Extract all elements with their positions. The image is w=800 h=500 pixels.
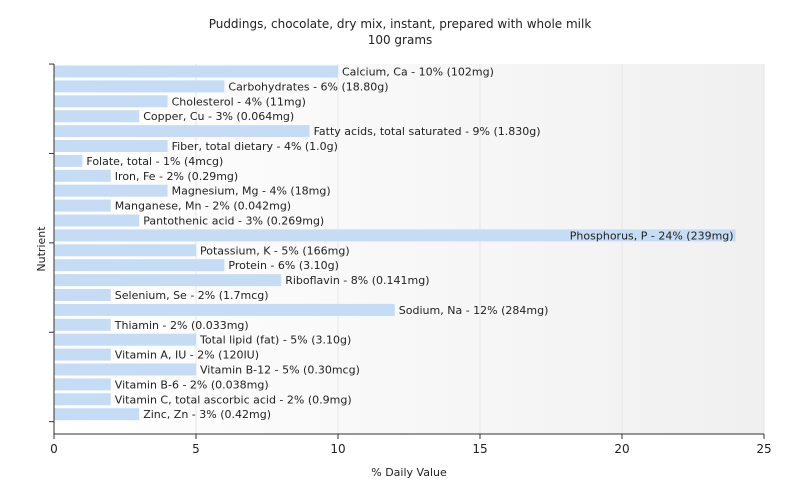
bars (54, 65, 736, 421)
y-axis-title: Nutrient (35, 226, 48, 272)
x-tick-labels: 0 5 10 15 20 25 (50, 442, 771, 456)
bar-label-14: Riboflavin - 8% (0.141mg) (285, 274, 429, 287)
bar-label-23: Zinc, Zn - 3% (0.42mg) (143, 408, 271, 421)
x-tick-label-1: 5 (192, 442, 200, 456)
bar-12 (54, 244, 196, 257)
bar-14 (54, 274, 282, 287)
bar-7 (54, 169, 111, 182)
bar-18 (54, 333, 196, 346)
bar-label-11: Phosphorus, P - 24% (239mg) (570, 229, 734, 242)
x-tick-label-4: 20 (614, 442, 629, 456)
x-axis-title: % Daily Value (371, 466, 447, 479)
bar-21 (54, 378, 111, 391)
x-tick-label-5: 25 (756, 442, 771, 456)
bar-16 (54, 303, 395, 316)
bar-6 (54, 154, 83, 167)
chart-title: Puddings, chocolate, dry mix, instant, p… (209, 17, 592, 31)
bar-label-15: Selenium, Se - 2% (1.7mcg) (115, 289, 269, 302)
bar-15 (54, 289, 111, 301)
bar-23 (54, 408, 140, 421)
x-tick-label-0: 0 (50, 442, 58, 456)
bar-label-8: Magnesium, Mg - 4% (18mg) (172, 185, 331, 198)
bar-label-7: Iron, Fe - 2% (0.29mg) (115, 170, 238, 183)
bar-label-1: Carbohydrates - 6% (18.80g) (228, 80, 388, 93)
bar-label-9: Manganese, Mn - 2% (0.042mg) (115, 200, 291, 213)
bar-label-6: Folate, total - 1% (4mcg) (86, 155, 223, 168)
bar-20 (54, 363, 196, 376)
x-tick-label-2: 10 (330, 442, 345, 456)
bar-label-4: Fatty acids, total saturated - 9% (1.830… (314, 125, 541, 138)
bar-4 (54, 125, 310, 138)
bar-5 (54, 140, 168, 152)
bar-label-13: Protein - 6% (3.10g) (228, 259, 339, 272)
bar-label-12: Potassium, K - 5% (166mg) (200, 244, 350, 257)
bar-label-16: Sodium, Na - 12% (284mg) (399, 304, 549, 317)
bar-8 (54, 184, 168, 197)
bar-label-2: Cholesterol - 4% (11mg) (172, 95, 306, 108)
bar-3 (54, 110, 140, 123)
bar-label-21: Vitamin B-6 - 2% (0.038mg) (115, 378, 269, 391)
bar-9 (54, 199, 111, 212)
bar-0 (54, 65, 338, 78)
x-tick-label-3: 15 (472, 442, 487, 456)
axes (49, 63, 765, 439)
bar-labels: Calcium, Ca - 10% (102mg)Carbohydrates -… (86, 66, 733, 422)
bar-1 (54, 80, 225, 93)
bar-label-10: Pantothenic acid - 3% (0.269mg) (143, 215, 324, 228)
bar-label-3: Copper, Cu - 3% (0.064mg) (143, 110, 294, 123)
bar-19 (54, 348, 111, 361)
bar-2 (54, 95, 168, 108)
bar-22 (54, 393, 111, 406)
bar-17 (54, 318, 111, 331)
bar-label-20: Vitamin B-12 - 5% (0.30mcg) (200, 364, 360, 377)
bar-label-5: Fiber, total dietary - 4% (1.0g) (172, 140, 338, 153)
bar-label-17: Thiamin - 2% (0.033mg) (114, 319, 249, 332)
bar-label-0: Calcium, Ca - 10% (102mg) (342, 66, 494, 79)
bar-11 (54, 229, 736, 242)
bar-13 (54, 259, 225, 272)
bar-label-19: Vitamin A, IU - 2% (120IU) (115, 349, 259, 362)
bar-label-22: Vitamin C, total ascorbic acid - 2% (0.9… (115, 393, 352, 406)
bar-10 (54, 214, 140, 227)
chart-subtitle: 100 grams (368, 33, 433, 47)
bar-label-18: Total lipid (fat) - 5% (3.10g) (199, 334, 351, 347)
